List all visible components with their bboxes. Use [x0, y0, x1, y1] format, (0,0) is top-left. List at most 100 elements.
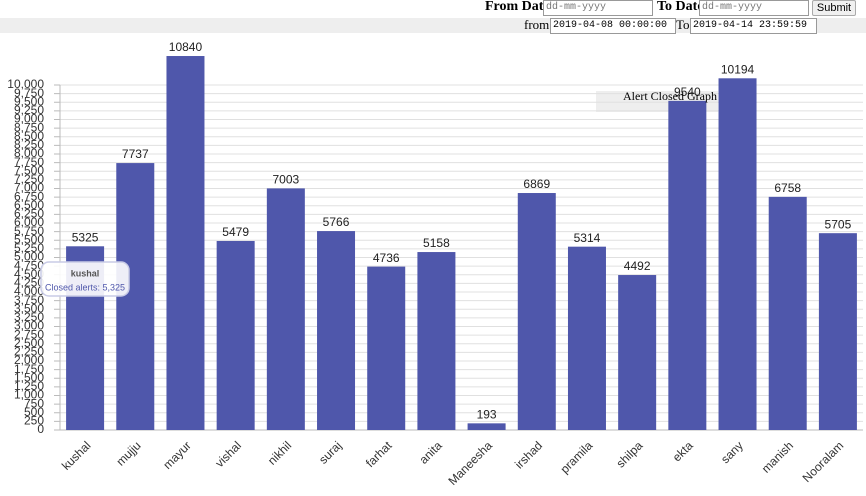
x-tick-label: mayur [160, 438, 193, 471]
from-input[interactable]: 2019-04-08 00:00:00 [550, 18, 676, 34]
x-tick-label: manish [759, 438, 796, 475]
y-tick-label: 5,750 [14, 224, 44, 238]
bar [417, 252, 456, 430]
tooltip-label: Closed alerts: 5,325 [45, 282, 125, 292]
y-tick-label: 9,750 [14, 86, 44, 100]
y-tick-label: 10,000 [7, 77, 44, 91]
x-tick-label: anita [416, 438, 445, 467]
value-label: 5766 [323, 215, 350, 229]
y-tick-label: 9,000 [14, 112, 44, 126]
to-date-input[interactable]: dd-mm-yyyy [699, 0, 809, 16]
x-tick-label: vishal [212, 438, 244, 470]
bar [367, 266, 406, 430]
y-tick-label: 1,250 [14, 379, 44, 393]
from-date-input[interactable]: dd-mm-yyyy [543, 0, 653, 16]
value-label: 10840 [169, 40, 203, 54]
y-tick-label: 5,500 [14, 232, 44, 246]
value-label: 6869 [523, 177, 550, 191]
tooltip-box [40, 261, 130, 297]
y-tick-label: 6,500 [14, 198, 44, 212]
y-tick-label: 2,500 [14, 336, 44, 350]
y-tick-label: 9,250 [14, 103, 44, 117]
y-tick-label: 3,500 [14, 301, 44, 315]
to-input[interactable]: 2019-04-14 23:59:59 [690, 18, 817, 34]
tooltip-title: kushal [71, 268, 100, 278]
y-tick-label: 8,000 [14, 146, 44, 160]
y-tick-label: 4,250 [14, 276, 44, 290]
y-tick-label: 1,750 [14, 362, 44, 376]
bar [668, 100, 707, 431]
x-tick-label: irshad [512, 438, 545, 471]
y-tick-label: 1,000 [14, 388, 44, 402]
bar [216, 240, 255, 430]
x-tick-label: pramila [558, 438, 596, 476]
y-tick-label: 3,750 [14, 293, 44, 307]
x-tick-label: farhat [363, 438, 395, 470]
bar [618, 275, 657, 430]
y-tick-label: 250 [24, 414, 44, 428]
y-tick-label: 4,750 [14, 258, 44, 272]
y-tick-label: 6,750 [14, 189, 44, 203]
legend-label: Alert Closed Graph [623, 89, 717, 103]
value-label: 7003 [272, 173, 299, 187]
value-label: 10194 [721, 62, 755, 76]
bar [718, 78, 757, 430]
to-label: To: [676, 17, 694, 32]
y-tick-label: 4,000 [14, 284, 44, 298]
bar [818, 233, 857, 430]
y-tick-label: 2,750 [14, 327, 44, 341]
x-tick-label: ekta [670, 438, 696, 464]
bar [517, 193, 556, 430]
y-tick-label: 4,500 [14, 267, 44, 281]
bar [768, 196, 807, 430]
y-tick-label: 2,000 [14, 353, 44, 367]
from-date-label: From Date [485, 0, 550, 14]
y-tick-label: 0 [37, 422, 44, 436]
y-tick-label: 7,750 [14, 155, 44, 169]
y-tick-label: 3,250 [14, 310, 44, 324]
x-tick-label: Nooralam [800, 438, 847, 485]
y-tick-label: 6,250 [14, 207, 44, 221]
from-label: from: [524, 17, 553, 32]
y-tick-label: 5,000 [14, 250, 44, 264]
y-tick-label: 750 [24, 396, 44, 410]
y-tick-label: 5,250 [14, 241, 44, 255]
y-tick-label: 8,500 [14, 129, 44, 143]
value-label: 9540 [674, 85, 701, 99]
x-tick-label: sany [718, 438, 746, 466]
x-tick-label: suraj [316, 438, 344, 466]
y-tick-label: 8,750 [14, 120, 44, 134]
y-tick-label: 7,250 [14, 172, 44, 186]
value-label: 4492 [624, 259, 651, 273]
y-tick-label: 7,500 [14, 163, 44, 177]
bar [317, 231, 356, 430]
x-tick-label: Maneesha [445, 438, 495, 488]
y-tick-label: 3,000 [14, 319, 44, 333]
value-label: 7737 [122, 147, 149, 161]
y-tick-label: 500 [24, 405, 44, 419]
x-tick-label: nikhil [265, 438, 294, 467]
bar [166, 56, 205, 431]
value-label: 5314 [574, 231, 601, 245]
y-tick-label: 2,250 [14, 345, 44, 359]
y-tick-label: 1,500 [14, 370, 44, 384]
value-label: 5705 [825, 217, 852, 231]
value-label: 4736 [373, 251, 400, 265]
y-tick-label: 7,000 [14, 181, 44, 195]
x-tick-label: shilpa [613, 438, 645, 470]
x-tick-label: kushal [59, 438, 93, 472]
value-label: 193 [477, 408, 497, 422]
value-label: 5325 [72, 230, 99, 244]
value-label: 6758 [774, 181, 801, 195]
y-tick-label: 9,500 [14, 94, 44, 108]
to-date-label: To Date [657, 0, 704, 14]
y-tick-label: 6,000 [14, 215, 44, 229]
bar [567, 246, 606, 430]
value-label: 5479 [222, 225, 249, 239]
value-label: 5158 [423, 236, 450, 250]
bar [467, 423, 506, 430]
x-tick-label: mujju [113, 438, 143, 468]
submit-button[interactable]: Submit [812, 0, 856, 16]
